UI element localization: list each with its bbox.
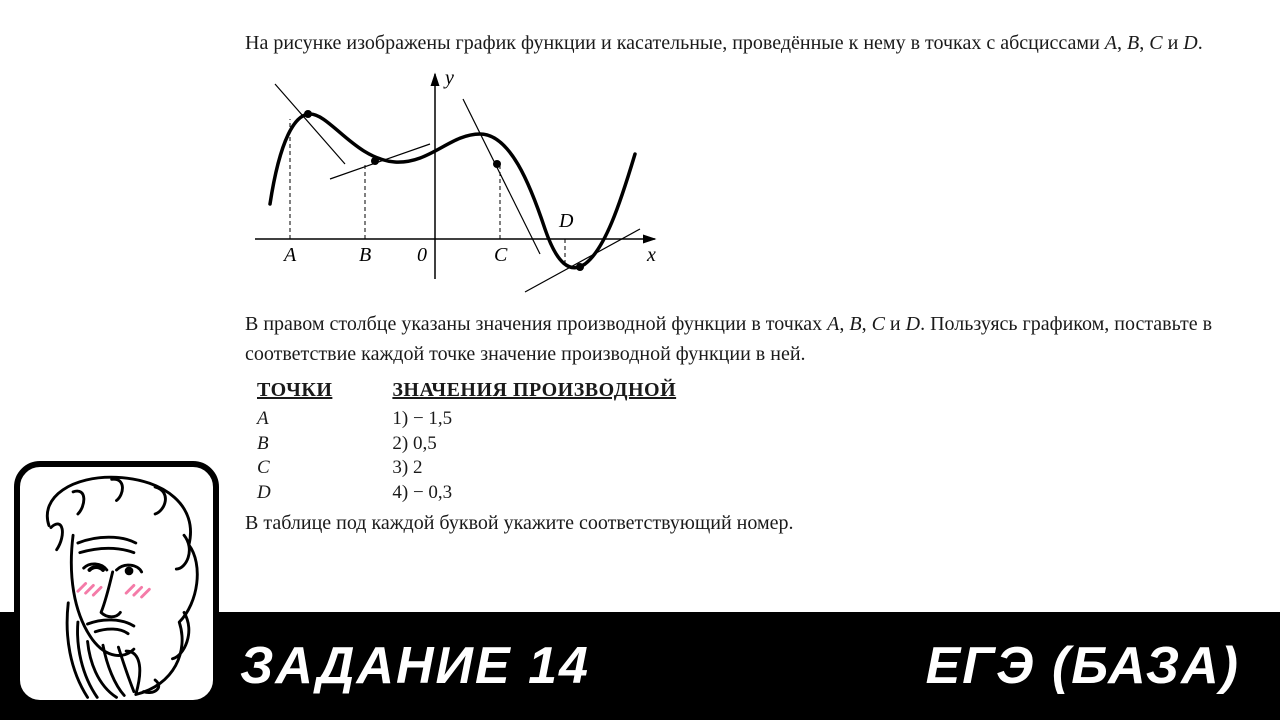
problem-para-1: На рисунке изображены график функции и к… (245, 28, 1220, 58)
text: . (1198, 32, 1203, 54)
value-row: 3) 2 (392, 456, 676, 481)
svg-text:x: x (646, 244, 656, 266)
svg-text:C: C (494, 244, 508, 266)
values-column: ЗНАЧЕНИЯ ПРОИЗВОДНОЙ 1) − 1,52) 0,53) 24… (392, 375, 676, 506)
value-row: 1) − 1,5 (392, 407, 676, 432)
var-C: C (872, 313, 885, 335)
col-head-values: ЗНАЧЕНИЯ ПРОИЗВОДНОЙ (392, 375, 676, 405)
point-row: C (257, 456, 332, 481)
point-row: B (257, 432, 332, 457)
avatar-icon (20, 467, 213, 700)
points-column: ТОЧКИ ABCD (257, 375, 332, 506)
point-row: D (257, 481, 332, 506)
problem-para-2: В правом столбце указаны значения произв… (245, 309, 1220, 369)
function-graph: y x 0 A B C D (235, 64, 1220, 303)
var-C: C (1149, 32, 1162, 54)
var-D: D (906, 313, 920, 335)
point-row: A (257, 407, 332, 432)
points-list: ABCD (257, 407, 332, 506)
graph-svg: y x 0 A B C D (235, 64, 665, 294)
problem-content: На рисунке изображены график функции и к… (0, 0, 1280, 538)
col-head-points: ТОЧКИ (257, 375, 332, 405)
text: и (1163, 32, 1184, 54)
value-row: 2) 0,5 (392, 432, 676, 457)
footer-right: ЕГЭ (БАЗА) (926, 636, 1240, 696)
svg-text:A: A (282, 244, 297, 266)
var-D: D (1183, 32, 1197, 54)
text: В правом столбце указаны значения произв… (245, 313, 827, 335)
var-B: B (849, 313, 861, 335)
value-row: 4) − 0,3 (392, 481, 676, 506)
svg-text:y: y (443, 67, 454, 89)
svg-text:B: B (359, 244, 371, 266)
problem-para-3: В таблице под каждой буквой укажите соот… (245, 508, 1220, 538)
text: На рисунке изображены график функции и к… (245, 32, 1105, 54)
svg-text:D: D (558, 210, 574, 232)
text: и (885, 313, 906, 335)
var-A: A (1105, 32, 1117, 54)
values-list: 1) − 1,52) 0,53) 24) − 0,3 (392, 407, 676, 506)
matching-columns: ТОЧКИ ABCD ЗНАЧЕНИЯ ПРОИЗВОДНОЙ 1) − 1,5… (257, 375, 1220, 506)
var-B: B (1127, 32, 1139, 54)
svg-text:0: 0 (417, 244, 427, 266)
footer-left: ЗАДАНИЕ 14 (240, 636, 590, 696)
avatar-frame (14, 461, 219, 706)
var-A: A (827, 313, 839, 335)
